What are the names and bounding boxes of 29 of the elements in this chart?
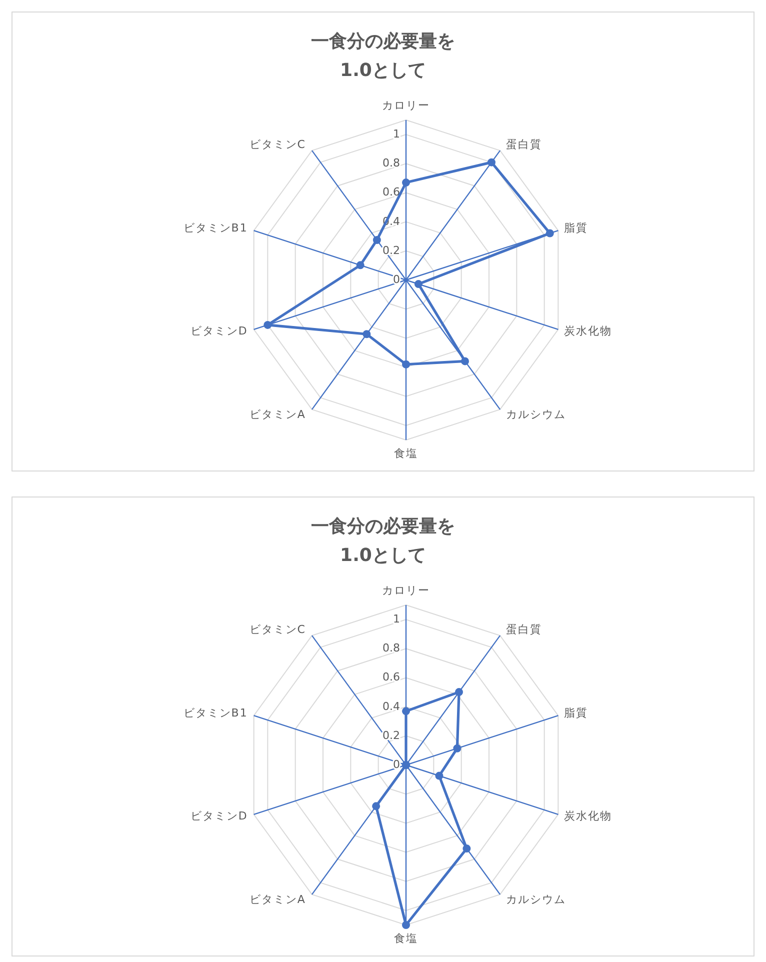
spoke-label: 脂質 <box>564 706 588 720</box>
spoke-label: ビタミンA <box>249 893 306 906</box>
y-tick-label: 1 <box>393 612 400 626</box>
spoke-label: ビタミンB1 <box>183 706 248 720</box>
y-tick-label: 0.8 <box>382 642 400 655</box>
spoke-label: 食塩 <box>394 447 418 460</box>
spoke-label: カロリー <box>382 584 430 598</box>
spoke-label: ビタミンA <box>249 408 306 422</box>
y-tick-label: 0.6 <box>382 186 400 199</box>
spoke-label: 蛋白質 <box>506 622 542 636</box>
spoke-label: カロリー <box>382 99 430 112</box>
y-tick-label: 1 <box>393 128 400 141</box>
spoke-label: ビタミンD <box>190 810 248 823</box>
y-tick-label: 0.8 <box>382 156 400 170</box>
spoke-label: 食塩 <box>394 932 418 946</box>
chart-title: 一食分の必要量を 1.0として <box>311 516 455 566</box>
y-tick-label: 0.6 <box>382 670 400 684</box>
spoke-label: カルシウム <box>506 408 566 422</box>
spoke-label: ビタミンD <box>190 324 248 338</box>
spoke-label: 蛋白質 <box>506 138 542 151</box>
spoke-label: カルシウム <box>506 893 566 906</box>
spoke-label: ビタミンC <box>249 622 306 636</box>
spoke-label: 炭水化物 <box>564 324 612 338</box>
spoke-label: 炭水化物 <box>564 810 612 823</box>
spoke-label: ビタミンB1 <box>183 221 248 234</box>
y-tick-label: 0.4 <box>382 700 400 713</box>
spoke-label: ビタミンC <box>249 138 306 151</box>
spoke-label: 脂質 <box>564 221 588 234</box>
chart-title: 一食分の必要量を 1.0として <box>311 31 455 81</box>
